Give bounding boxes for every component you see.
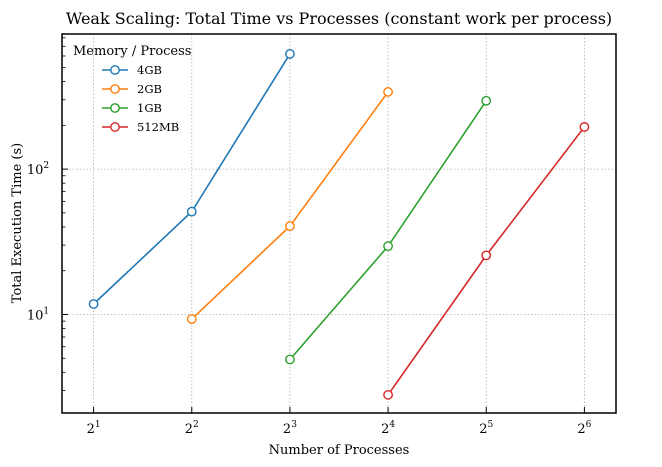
series-layer [88,49,590,400]
x-tick-label: 22 [185,420,199,437]
plot-frame [61,33,617,414]
x-tick-exponent: 2 [193,420,199,430]
data-point [285,354,295,365]
x-tick-label: 24 [381,420,395,437]
data-point [383,389,393,400]
chart-title: Weak Scaling: Total Time vs Processes (c… [66,9,612,28]
data-point [186,206,197,217]
x-tick-exponent: 5 [488,420,494,430]
data-point [481,250,492,261]
x-axis-label: Number of Processes [269,443,410,458]
data-point [579,122,590,132]
x-tick-base: 2 [577,422,585,437]
x-tick-base: 2 [381,422,389,437]
x-tick-base: 2 [185,422,193,437]
legend-label: 4GB [137,63,162,77]
series-4gb [88,49,295,309]
data-point [383,86,393,97]
x-tick-label: 25 [479,420,493,437]
data-point [88,299,99,309]
data-point [383,241,393,252]
legend-item: 2GB [102,82,162,96]
series-1gb [285,95,492,365]
series-512mb [383,122,590,400]
x-tick-exponent: 1 [95,420,101,430]
x-tick-base: 2 [479,422,487,437]
x-tick-exponent: 6 [586,420,592,430]
x-tick-label: 26 [577,420,591,437]
x-tick-label: 23 [283,420,297,437]
data-point [186,314,197,324]
legend-label: 1GB [137,101,162,115]
y-tick-label: 101 [27,306,49,323]
x-tick-base: 2 [283,422,291,437]
data-point [285,49,295,59]
legend-marker [110,103,120,113]
x-tick-base: 2 [87,422,95,437]
legend-item: 512MB [102,120,179,134]
legend-marker [110,122,120,132]
legend-item: 4GB [102,63,162,77]
y-tick-base: 10 [27,308,44,323]
x-tick-exponent: 4 [389,420,395,430]
legend-title: Memory / Process [73,44,191,59]
y-tick-exponent: 2 [43,161,49,171]
legend-label: 512MB [137,120,179,134]
legend-marker [110,65,120,75]
y-tick-base: 10 [27,163,44,178]
y-tick-label: 102 [27,161,49,178]
y-axis-label: Total Execution Time (s) [10,143,25,303]
legend: Memory / Process 4GB 2GB 1GB 512MB [73,44,191,134]
legend-label: 2GB [137,82,162,96]
series-2gb [186,86,393,324]
x-tick-label: 21 [87,420,101,437]
data-point [285,221,295,232]
legend-item: 1GB [102,101,162,115]
data-point [481,95,492,106]
y-tick-exponent: 1 [43,306,49,316]
x-tick-exponent: 3 [291,420,297,430]
legend-marker [110,84,120,94]
